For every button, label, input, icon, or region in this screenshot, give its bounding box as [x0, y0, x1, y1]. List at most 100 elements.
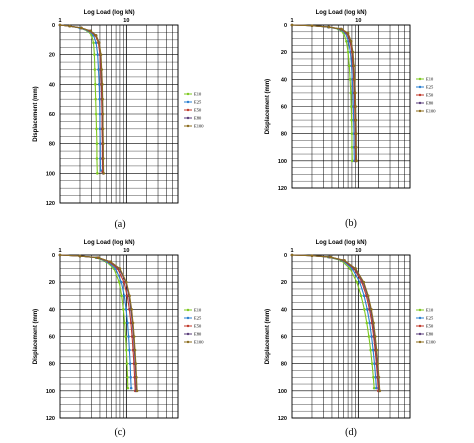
- legend-label: E100: [426, 109, 436, 114]
- legend-marker: [418, 332, 422, 336]
- panel-caption: (c): [114, 427, 125, 438]
- data-point: [359, 294, 363, 298]
- data-point: [118, 267, 122, 270]
- plot-frame: [59, 254, 179, 419]
- data-point: [89, 29, 92, 33]
- legend-marker: [186, 316, 190, 320]
- y-tick-label: 20: [49, 53, 55, 59]
- data-point: [363, 308, 366, 311]
- y-axis-title: Displacement (mm): [265, 309, 271, 364]
- data-point: [366, 294, 370, 298]
- data-point: [96, 172, 99, 175]
- data-point: [378, 389, 382, 393]
- legend-label: E100: [194, 340, 204, 345]
- data-point: [375, 386, 378, 390]
- data-point: [100, 68, 104, 71]
- series-line: [291, 254, 375, 389]
- legend-label: E80: [426, 332, 434, 337]
- data-point: [355, 159, 358, 163]
- x-axis-title: Log Load (log kN): [84, 10, 135, 16]
- data-point: [132, 335, 136, 338]
- data-point: [372, 375, 375, 379]
- legend-label: E25: [194, 316, 202, 321]
- data-point: [122, 294, 126, 298]
- data-point: [92, 41, 95, 45]
- data-point: [354, 91, 357, 95]
- y-tick-label: 100: [278, 389, 287, 395]
- data-point: [93, 53, 96, 56]
- data-point: [371, 348, 375, 352]
- data-point: [346, 31, 350, 35]
- data-point: [329, 255, 332, 259]
- y-tick-label: 120: [278, 416, 287, 422]
- data-point: [101, 127, 105, 131]
- data-point: [350, 159, 354, 163]
- legend-label: E10: [194, 92, 202, 97]
- data-point: [122, 308, 125, 311]
- series-line: [291, 254, 377, 389]
- y-tick-label: 60: [49, 335, 55, 341]
- data-point: [98, 127, 102, 131]
- data-point: [101, 112, 105, 116]
- data-point: [358, 280, 362, 284]
- data-point: [101, 97, 105, 101]
- data-point: [68, 24, 71, 28]
- data-point: [327, 25, 331, 29]
- data-point: [95, 157, 99, 160]
- data-point: [375, 348, 379, 352]
- x-tick-label: 1: [58, 18, 61, 24]
- data-point: [370, 362, 374, 365]
- data-point: [374, 335, 377, 338]
- plot-frame: [59, 24, 179, 204]
- data-point: [372, 321, 375, 325]
- data-point: [370, 335, 373, 338]
- x-tick-label: 10: [355, 248, 361, 254]
- y-tick-label: 100: [46, 389, 55, 395]
- data-point: [96, 53, 100, 56]
- data-point: [368, 321, 371, 325]
- data-point: [98, 97, 101, 101]
- data-point: [377, 375, 381, 379]
- legend-marker: [186, 332, 190, 336]
- y-tick-label: 0: [52, 253, 55, 259]
- data-point: [350, 145, 354, 149]
- data-point: [352, 64, 356, 68]
- legend-marker: [186, 116, 190, 120]
- data-point: [373, 362, 376, 365]
- y-axis-title: Displacement (mm): [33, 309, 39, 364]
- data-point: [376, 362, 380, 365]
- y-tick-label: 20: [281, 280, 287, 286]
- data-point: [351, 50, 355, 54]
- legend-marker: [418, 109, 422, 113]
- data-point: [120, 294, 123, 298]
- data-point: [109, 260, 112, 264]
- legend-label: E50: [194, 324, 202, 329]
- legend-marker: [186, 92, 190, 96]
- data-point: [310, 24, 314, 27]
- data-point: [349, 40, 353, 43]
- data-point: [97, 68, 100, 71]
- data-point: [97, 256, 100, 260]
- data-point: [130, 308, 133, 311]
- y-tick-label: 40: [49, 82, 55, 88]
- data-point: [340, 27, 343, 31]
- data-point: [128, 348, 131, 352]
- data-point: [102, 157, 105, 160]
- data-point: [94, 97, 97, 101]
- data-point: [58, 253, 62, 257]
- legend-label: E10: [426, 308, 434, 313]
- data-point: [126, 321, 129, 325]
- panel-caption: (b): [345, 218, 357, 229]
- legend-marker: [186, 100, 190, 104]
- data-point: [127, 335, 130, 338]
- legend-marker: [418, 316, 422, 320]
- y-tick-label: 80: [49, 362, 55, 368]
- data-point: [370, 308, 373, 311]
- data-point: [124, 308, 128, 311]
- y-tick-label: 20: [281, 50, 287, 56]
- legend-marker: [418, 340, 422, 344]
- y-tick-label: 40: [281, 77, 287, 83]
- legend-marker: [418, 324, 422, 328]
